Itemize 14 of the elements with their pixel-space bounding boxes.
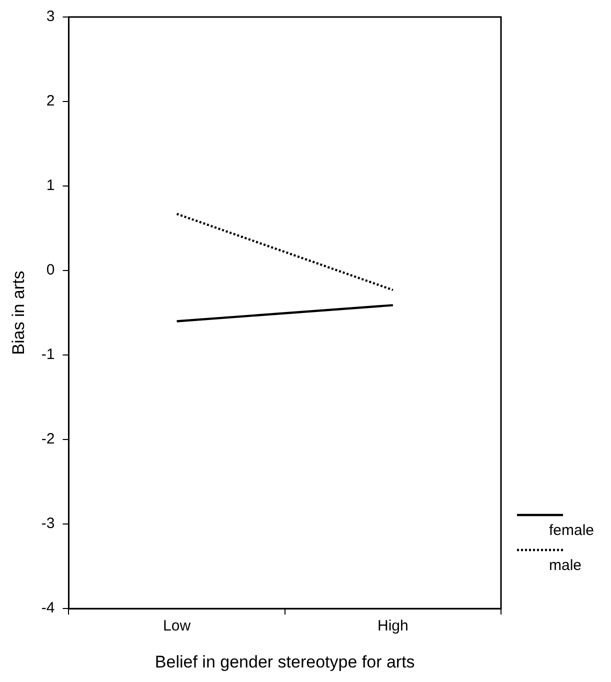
- y-tick-label: -3: [41, 515, 55, 532]
- y-tick-label: -4: [41, 600, 55, 617]
- y-axis-title: Bias in arts: [8, 270, 28, 355]
- x-tick-label: High: [378, 618, 408, 635]
- legend-label: male: [548, 557, 583, 574]
- legend-label: female: [548, 522, 594, 539]
- y-tick-label: -2: [41, 430, 55, 448]
- y-tick-label: -1: [41, 346, 55, 364]
- y-tick-label: 2: [46, 92, 55, 110]
- x-axis-title: Belief in gender stereotype for arts: [154, 652, 415, 672]
- y-tick-label: 0: [46, 262, 55, 279]
- y-tick-label: 1: [46, 177, 55, 194]
- x-tick-label: Low: [163, 618, 191, 635]
- y-tick-label: 3: [46, 8, 55, 26]
